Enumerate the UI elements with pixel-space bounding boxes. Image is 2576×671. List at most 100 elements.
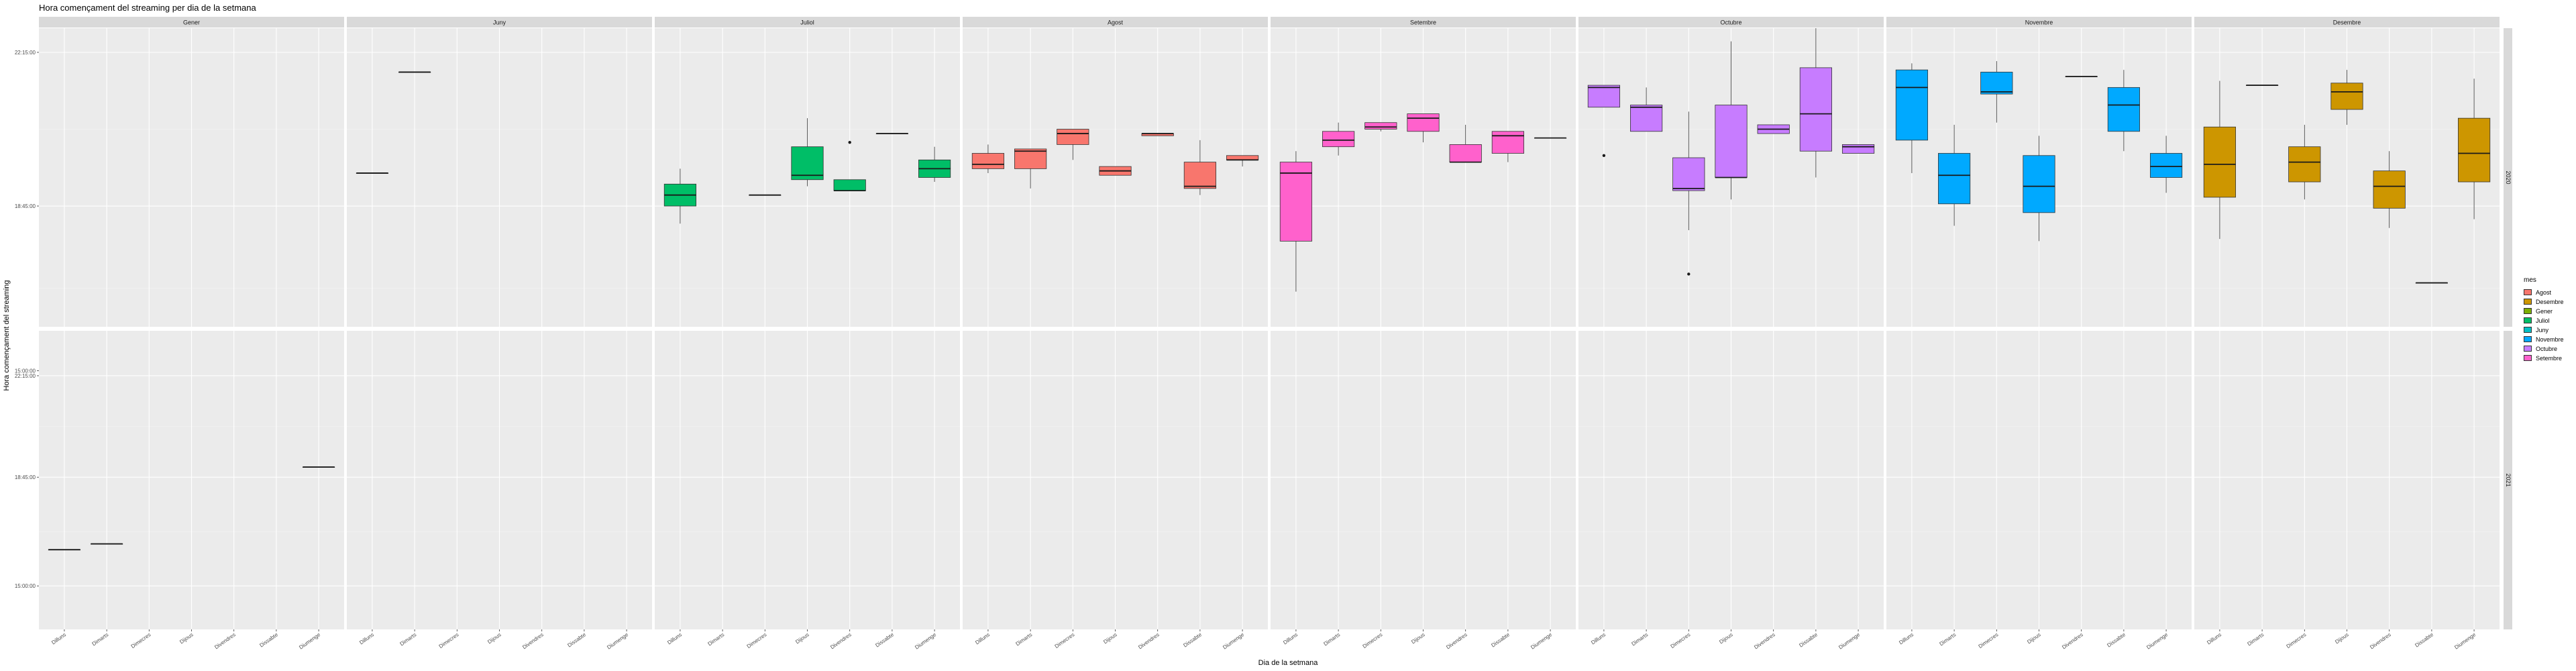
box — [2023, 155, 2055, 213]
x-tick-label: Diumenge — [298, 631, 321, 651]
x-tick-label: Dijous — [1718, 631, 1733, 645]
box — [1183, 162, 1216, 189]
x-tick-label: Dimecres — [1054, 631, 1076, 650]
legend-key — [2524, 317, 2532, 323]
x-tick-label: Dissabte — [1490, 631, 1511, 649]
x-tick-label: Dilluns — [2206, 631, 2222, 646]
x-tick-label: Dilluns — [1590, 631, 1607, 646]
legend-key — [2524, 289, 2532, 295]
x-tick-label: Dimecres — [1670, 631, 1692, 650]
legend-key — [2524, 346, 2532, 352]
box — [1279, 162, 1313, 242]
x-tick-label: Divendres — [829, 631, 853, 650]
x-tick-label: Dijous — [794, 631, 810, 645]
y-tick-label: 22:15:00 — [15, 373, 36, 379]
box — [2107, 87, 2140, 132]
y-tick-label: 18:45:00 — [15, 474, 36, 480]
x-tick-label: Dissabte — [2106, 631, 2127, 649]
x-tick-label: Dijous — [2026, 631, 2041, 645]
x-tick-label: Diumenge — [1222, 631, 1245, 651]
row-strip — [2504, 331, 2512, 629]
facet-strip-label: Desembre — [2333, 19, 2361, 26]
x-tick-label: Dijous — [486, 631, 502, 645]
x-tick-label: Dilluns — [1282, 631, 1299, 646]
x-tick-label: Divendres — [521, 631, 545, 650]
legend-key — [2524, 299, 2532, 305]
row-strip-label: 2021 — [2505, 473, 2512, 486]
box — [1715, 105, 1748, 178]
legend-item: Desembre — [2524, 297, 2564, 306]
box — [1449, 144, 1482, 162]
x-tick-label: Dimarts — [1015, 631, 1034, 647]
legend-item: Juny — [2524, 325, 2564, 334]
facet-strip-label: Juliol — [800, 19, 814, 26]
x-tick-label: Dijous — [1410, 631, 1426, 645]
x-tick-label: Dijous — [178, 631, 194, 645]
chart-title: Hora començament del streaming per dia d… — [39, 3, 256, 13]
legend-label: Agost — [2536, 289, 2552, 296]
x-tick-label: Dimarts — [707, 631, 726, 647]
x-tick-label: Dimarts — [1939, 631, 1957, 647]
legend-label: Octubre — [2536, 345, 2558, 352]
legend: mes Agost Desembre Gener Juliol Juny Novembre… — [2524, 276, 2564, 363]
x-tick-label: Dimarts — [1323, 631, 1342, 647]
legend-key — [2524, 336, 2532, 342]
x-tick-label: Divendres — [1753, 631, 1776, 650]
facet-strip — [655, 17, 960, 28]
facet-strip — [963, 17, 1268, 28]
legend-key — [2524, 355, 2532, 361]
x-tick-label: Dilluns — [50, 631, 67, 646]
box — [1630, 105, 1663, 132]
box — [971, 153, 1005, 169]
x-tick-label: Dimarts — [2247, 631, 2265, 647]
box — [2288, 146, 2321, 183]
facet-strip — [39, 17, 344, 28]
box — [1938, 153, 1971, 205]
box-outlier — [1602, 154, 1606, 157]
box — [2203, 126, 2237, 198]
facet-strip — [1271, 17, 1576, 28]
x-tick-label: Dissabte — [1182, 631, 1203, 649]
x-tick-label: Dilluns — [358, 631, 375, 646]
x-tick-label: Diumenge — [914, 631, 937, 651]
legend-label: Juny — [2536, 326, 2549, 333]
x-tick-label: Dissabte — [2414, 631, 2434, 649]
facet-strip-label: Gener — [183, 19, 200, 26]
box — [1014, 148, 1047, 169]
x-tick-label: Dimecres — [2286, 631, 2308, 650]
legend-key — [2524, 327, 2532, 333]
x-tick-label: Divendres — [2061, 631, 2084, 650]
x-tick-label: Dimecres — [1362, 631, 1384, 650]
y-axis-title: Hora començament del streaming — [3, 280, 11, 391]
box — [1322, 131, 1355, 148]
x-tick-label: Diumenge — [2453, 631, 2477, 651]
y-tick-label: 15:00:00 — [15, 368, 36, 374]
x-tick-label: Divendres — [1445, 631, 1468, 650]
box — [1057, 129, 1089, 145]
legend-item: Setembre — [2524, 354, 2564, 362]
box — [1226, 155, 1259, 160]
box — [1364, 122, 1397, 130]
facet-strip — [1578, 17, 1884, 28]
legend-label: Setembre — [2536, 354, 2563, 362]
x-tick-label: Dimarts — [91, 631, 110, 647]
box — [833, 179, 866, 191]
x-tick-label: Divendres — [2369, 631, 2392, 650]
legend-label: Juliol — [2536, 317, 2550, 324]
facet-strip-label: Agost — [1108, 19, 1124, 26]
x-tick-label: Diumenge — [606, 631, 629, 651]
x-tick-label: Dijous — [1102, 631, 1118, 645]
box-outlier — [1687, 272, 1690, 276]
x-tick-label: Dilluns — [1898, 631, 1915, 646]
box-outlier — [848, 140, 851, 144]
x-tick-label: Dissabte — [1798, 631, 1819, 649]
facet-strip-label: Setembre — [1410, 19, 1436, 26]
legend-key — [2524, 308, 2532, 314]
x-tick-label: Dimecres — [438, 631, 460, 650]
box — [2373, 170, 2406, 209]
legend-label: Desembre — [2536, 298, 2564, 305]
x-tick-label: Dimecres — [1978, 631, 2000, 650]
x-tick-label: Dissabte — [874, 631, 895, 649]
box — [1980, 72, 2013, 95]
x-tick-label: Dilluns — [666, 631, 683, 646]
